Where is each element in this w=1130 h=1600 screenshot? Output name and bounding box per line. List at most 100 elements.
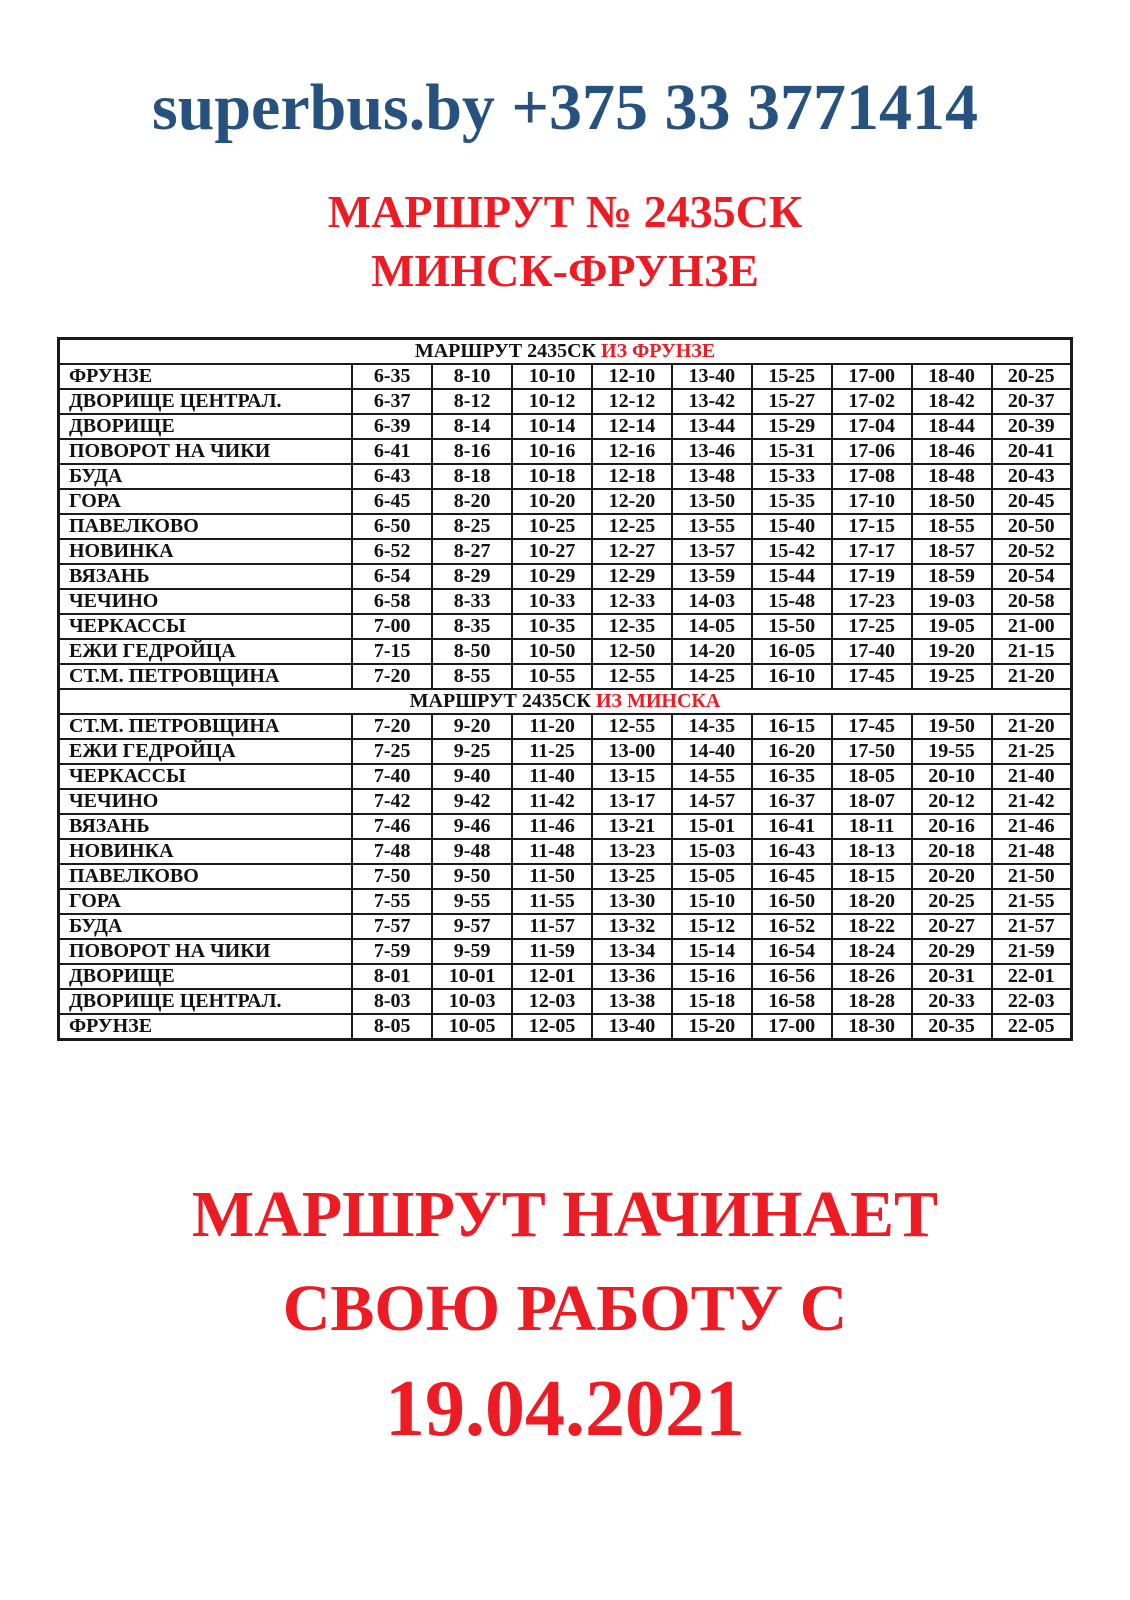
station-cell: БУДА bbox=[57, 463, 354, 490]
time-cell: 15-40 bbox=[750, 513, 833, 540]
time-cell: 12-55 bbox=[591, 713, 673, 740]
time-cell: 8-05 bbox=[351, 1013, 434, 1041]
time-cell: 10-12 bbox=[511, 388, 593, 415]
time-cell: 16-20 bbox=[750, 738, 833, 765]
time-cell: 6-45 bbox=[351, 488, 434, 515]
route-title-line1: МАРШРУТ № 2435СК bbox=[327, 186, 803, 237]
time-cell: 19-50 bbox=[910, 713, 993, 740]
timetable-row: НОВИНКА 6-52 8-27 10-27 12-27 13-57 15-42 17-17… bbox=[57, 538, 1073, 565]
time-cell: 10-01 bbox=[431, 963, 514, 990]
time-cell: 14-05 bbox=[670, 613, 753, 640]
time-cell: 15-42 bbox=[750, 538, 833, 565]
time-cell: 12-14 bbox=[591, 413, 673, 440]
time-cell: 21-57 bbox=[990, 913, 1073, 940]
time-cell: 12-29 bbox=[591, 563, 673, 590]
timetable-row: НОВИНКА 7-48 9-48 11-48 13-23 15-03 16-43 18-13… bbox=[57, 838, 1073, 865]
time-cell: 21-15 bbox=[990, 638, 1073, 665]
time-cell: 7-25 bbox=[351, 738, 434, 765]
time-cell: 13-32 bbox=[591, 913, 673, 940]
time-cell: 10-10 bbox=[511, 363, 593, 390]
time-cell: 16-52 bbox=[750, 913, 833, 940]
time-cell: 15-31 bbox=[750, 438, 833, 465]
time-cell: 17-45 bbox=[830, 713, 913, 740]
time-cell: 16-58 bbox=[750, 988, 833, 1015]
time-cell: 8-25 bbox=[431, 513, 514, 540]
time-cell: 9-59 bbox=[431, 938, 514, 965]
time-cell: 13-48 bbox=[670, 463, 753, 490]
time-cell: 11-40 bbox=[511, 763, 593, 790]
time-cell: 20-52 bbox=[990, 538, 1073, 565]
section-header-row: МАРШРУТ 2435СК ИЗ ФРУНЗЕ bbox=[57, 337, 1073, 365]
station-cell: ВЯЗАНЬ bbox=[57, 813, 354, 840]
time-cell: 18-26 bbox=[830, 963, 913, 990]
time-cell: 20-54 bbox=[990, 563, 1073, 590]
time-cell: 22-01 bbox=[990, 963, 1073, 990]
time-cell: 9-25 bbox=[431, 738, 514, 765]
time-cell: 14-57 bbox=[670, 788, 753, 815]
time-cell: 7-59 bbox=[351, 938, 434, 965]
time-cell: 8-03 bbox=[351, 988, 434, 1015]
time-cell: 15-18 bbox=[670, 988, 753, 1015]
station-cell: ДВОРИЩЕ ЦЕНТРАЛ. bbox=[57, 988, 354, 1015]
timetable-row: БУДА 7-57 9-57 11-57 13-32 15-12 16-52 18-22 20-… bbox=[57, 913, 1073, 940]
section-header-direction-label: ИЗ ФРУНЗЕ bbox=[601, 340, 716, 362]
station-cell: СТ.М. ПЕТРОВЩИНА bbox=[57, 663, 354, 690]
time-cell: 15-35 bbox=[750, 488, 833, 515]
time-cell: 21-20 bbox=[990, 663, 1073, 690]
time-cell: 15-20 bbox=[670, 1013, 753, 1041]
time-cell: 8-16 bbox=[431, 438, 514, 465]
time-cell: 9-46 bbox=[431, 813, 514, 840]
time-cell: 10-18 bbox=[511, 463, 593, 490]
time-cell: 8-10 bbox=[431, 363, 514, 390]
time-cell: 20-43 bbox=[990, 463, 1073, 490]
station-cell: ФРУНЗЕ bbox=[57, 363, 354, 390]
time-cell: 13-21 bbox=[591, 813, 673, 840]
time-cell: 8-27 bbox=[431, 538, 514, 565]
time-cell: 21-59 bbox=[990, 938, 1073, 965]
time-cell: 11-46 bbox=[511, 813, 593, 840]
time-cell: 20-20 bbox=[910, 863, 993, 890]
timetable-row: ПОВОРОТ НА ЧИКИ 7-59 9-59 11-59 13-34 15-14 16… bbox=[57, 938, 1073, 965]
time-cell: 20-50 bbox=[990, 513, 1073, 540]
time-cell: 14-40 bbox=[670, 738, 753, 765]
time-cell: 22-03 bbox=[990, 988, 1073, 1015]
time-cell: 21-55 bbox=[990, 888, 1073, 915]
timetable-row: ЕЖИ ГЕДРОЙЦА 7-15 8-50 10-50 12-50 14-20 16-05… bbox=[57, 638, 1073, 665]
time-cell: 14-25 bbox=[670, 663, 753, 690]
time-cell: 15-05 bbox=[670, 863, 753, 890]
timetable-row: ПОВОРОТ НА ЧИКИ 6-41 8-16 10-16 12-16 13-46 15… bbox=[57, 438, 1073, 465]
time-cell: 18-44 bbox=[910, 413, 993, 440]
time-cell: 10-29 bbox=[511, 563, 593, 590]
time-cell: 6-52 bbox=[351, 538, 434, 565]
time-cell: 17-10 bbox=[830, 488, 913, 515]
time-cell: 13-44 bbox=[670, 413, 753, 440]
time-cell: 20-33 bbox=[910, 988, 993, 1015]
time-cell: 15-10 bbox=[670, 888, 753, 915]
time-cell: 10-33 bbox=[511, 588, 593, 615]
time-cell: 21-50 bbox=[990, 863, 1073, 890]
time-cell: 13-15 bbox=[591, 763, 673, 790]
time-cell: 16-56 bbox=[750, 963, 833, 990]
time-cell: 6-54 bbox=[351, 563, 434, 590]
time-cell: 7-50 bbox=[351, 863, 434, 890]
time-cell: 18-40 bbox=[910, 363, 993, 390]
time-cell: 6-58 bbox=[351, 588, 434, 615]
time-cell: 20-31 bbox=[910, 963, 993, 990]
time-cell: 20-16 bbox=[910, 813, 993, 840]
time-cell: 17-17 bbox=[830, 538, 913, 565]
time-cell: 14-20 bbox=[670, 638, 753, 665]
timetable-row: ДВОРИЩЕ 6-39 8-14 10-14 12-14 13-44 15-29 17-04… bbox=[57, 413, 1073, 440]
time-cell: 11-59 bbox=[511, 938, 593, 965]
time-cell: 18-30 bbox=[830, 1013, 913, 1041]
time-cell: 12-01 bbox=[511, 963, 593, 990]
time-cell: 13-40 bbox=[591, 1013, 673, 1041]
timetable-row: ЧЕЧИНО 7-42 9-42 11-42 13-17 14-57 16-37 18-07 2… bbox=[57, 788, 1073, 815]
time-cell: 15-27 bbox=[750, 388, 833, 415]
time-cell: 11-50 bbox=[511, 863, 593, 890]
station-cell: ЧЕЧИНО bbox=[57, 588, 354, 615]
time-cell: 8-20 bbox=[431, 488, 514, 515]
time-cell: 13-00 bbox=[591, 738, 673, 765]
station-cell: ПАВЕЛКОВО bbox=[57, 513, 354, 540]
time-cell: 10-03 bbox=[431, 988, 514, 1015]
